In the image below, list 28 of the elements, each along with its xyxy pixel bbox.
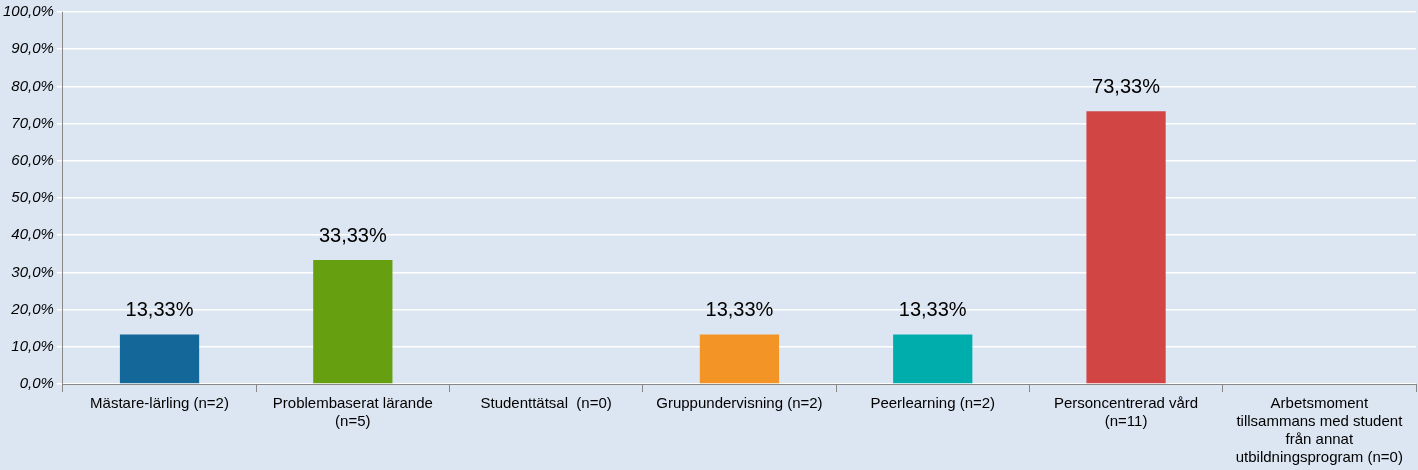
x-tick-label: Mästare-lärling (n=2) — [90, 394, 229, 412]
x-tick-label: Personcentrerad vård (n=11) — [1053, 394, 1199, 430]
data-label: 13,33% — [898, 297, 967, 320]
bar — [893, 334, 973, 384]
x-tick-label: Problembaserat lärande (n=5) — [272, 394, 433, 430]
y-tick-label: 0,0% — [19, 374, 54, 392]
y-tick-label: 10,0% — [11, 336, 54, 354]
y-tick-label: 90,0% — [11, 39, 54, 57]
bar — [699, 334, 780, 384]
x-tick-label: Peerlearning (n=2) — [870, 394, 996, 412]
y-tick-label: 20,0% — [10, 299, 54, 317]
data-label: 73,33% — [1092, 74, 1161, 97]
y-tick-label: 30,0% — [11, 262, 54, 280]
x-tick-label: Gruppundervisning (n=2) — [656, 394, 823, 412]
data-label: 13,33% — [705, 297, 774, 320]
x-tick-label: Studenttätsal (n=0) — [480, 394, 612, 412]
y-tick-label: 70,0% — [11, 113, 54, 131]
y-tick-label: 100,0% — [3, 2, 54, 20]
bar — [119, 334, 200, 384]
bar — [1086, 111, 1166, 384]
bar — [313, 260, 393, 384]
data-label: 13,33% — [125, 297, 194, 320]
data-label: 33,33% — [318, 223, 387, 246]
y-tick-label: 40,0% — [11, 225, 54, 243]
x-tick-label: Arbetsmoment tillsammans med student från annat utbildningsprogram (n=0) — [1235, 394, 1404, 466]
y-tick-label: 60,0% — [11, 150, 54, 168]
y-tick-label: 50,0% — [11, 188, 54, 206]
y-tick-label: 80,0% — [11, 76, 54, 94]
